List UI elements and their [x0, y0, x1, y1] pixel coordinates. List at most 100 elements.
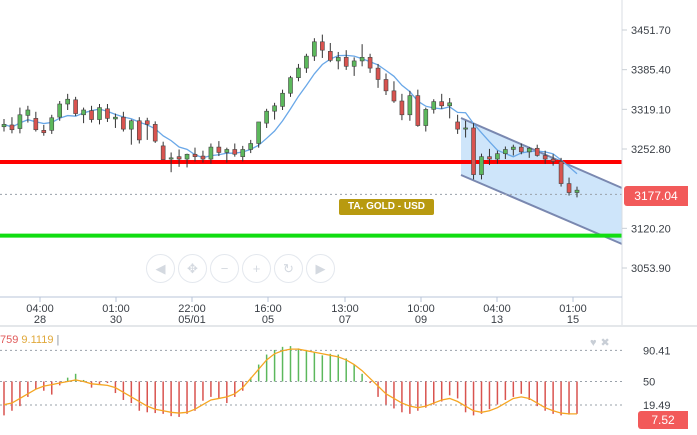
candle-body	[463, 127, 468, 130]
candle-body	[335, 57, 341, 62]
candle-body	[240, 149, 246, 157]
price-tick-label: 3120.20	[631, 223, 671, 235]
oscillator-pane[interactable]	[0, 346, 622, 417]
candle-body	[447, 102, 452, 107]
candle-body	[81, 109, 86, 116]
date-tick-label: 30	[110, 314, 122, 326]
candle-body	[288, 77, 293, 94]
pan-icon[interactable]: ✥	[178, 254, 207, 283]
time-tick-label: 04:00	[26, 303, 54, 315]
candle-body	[399, 100, 405, 116]
candle-body	[264, 110, 269, 124]
candle-body	[192, 153, 198, 157]
price-tick-label: 3451.70	[631, 25, 671, 37]
candle-body	[256, 121, 261, 144]
date-tick-label: 07	[339, 314, 351, 326]
candle-body	[208, 146, 214, 160]
candle-body	[9, 124, 15, 131]
scroll-left-icon[interactable]: ◀	[146, 254, 175, 283]
reset-zoom-icon[interactable]: ↻	[274, 254, 303, 283]
candle-body	[136, 120, 142, 141]
candle-body	[511, 146, 516, 150]
candle-body	[232, 149, 238, 155]
candle-body	[558, 161, 564, 184]
candle-body	[129, 120, 134, 130]
candle-body	[33, 118, 39, 131]
oscillator-signal-value: 9.1119	[21, 334, 54, 346]
candle-body	[200, 155, 206, 160]
scroll-right-icon[interactable]: ▶	[306, 254, 335, 283]
time-tick-label: 10:00	[407, 303, 435, 315]
settings-icon[interactable]: ♥	[590, 337, 601, 349]
trend-channel	[461, 118, 622, 244]
candle-body	[495, 153, 500, 160]
candle-body	[152, 124, 158, 142]
candle-body	[375, 67, 381, 80]
candle-body	[518, 146, 524, 153]
candle-body	[487, 156, 492, 160]
zoom-out-icon[interactable]: −	[210, 254, 239, 283]
oscillator-values: 759 9.1119 |	[0, 334, 60, 346]
candle-body	[455, 121, 460, 130]
price-tick-label: 3385.40	[631, 65, 671, 77]
candle-body	[113, 116, 118, 120]
candle-body	[343, 57, 349, 67]
date-tick-label: 15	[567, 314, 579, 326]
oscillator-current-tag: 7.52	[638, 411, 688, 429]
candle-body	[296, 67, 301, 78]
candle-body	[41, 130, 47, 134]
zoom-in-icon[interactable]: +	[242, 254, 271, 283]
candle-body	[216, 146, 222, 153]
candle-body	[566, 183, 572, 193]
candle-body	[73, 99, 78, 114]
candle-body	[1, 124, 7, 128]
candle-body	[367, 57, 373, 69]
date-tick-label: 13	[491, 314, 503, 326]
candle-body	[304, 55, 309, 69]
chart-navigation: ◀ ✥ − + ↻ ▶	[146, 254, 335, 283]
candle-body	[351, 60, 357, 67]
candle-body	[57, 103, 63, 118]
candle-body	[17, 114, 23, 129]
time-tick-label: 13:00	[331, 303, 359, 315]
candle-body	[97, 107, 102, 120]
time-tick-label: 01:00	[102, 303, 130, 315]
oscillator-axis: 90.41 50 19.49	[643, 345, 671, 412]
oscillator-tick-label: 19.49	[643, 400, 671, 412]
candle-body	[184, 153, 190, 160]
oscillator-value: 759	[0, 334, 19, 346]
candle-body	[431, 101, 437, 110]
candle-body	[160, 145, 166, 160]
oscillator-tick-label: 90.41	[643, 345, 671, 357]
oscillator-controls: ♥✖	[590, 336, 614, 349]
candle-body	[312, 41, 317, 57]
candle-body	[272, 105, 277, 112]
candle-body	[542, 155, 548, 160]
price-tick-label: 3319.10	[631, 104, 671, 116]
candle-body	[327, 51, 333, 61]
close-icon[interactable]: ✖	[600, 337, 614, 349]
candle-body	[391, 90, 397, 102]
candle-body	[439, 101, 445, 107]
candle-body	[359, 57, 365, 62]
price-tick-label: 3252.80	[631, 144, 671, 156]
candle-body	[503, 149, 508, 154]
candle-body	[471, 127, 476, 175]
candle-body	[121, 116, 126, 130]
time-tick-label: 16:00	[254, 303, 282, 315]
date-tick-label: 05/01	[178, 314, 206, 326]
price-pane[interactable]	[0, 34, 623, 245]
candle-body	[534, 147, 540, 156]
candle-body	[248, 143, 254, 150]
candle-body	[49, 117, 55, 131]
candle-body	[383, 79, 389, 92]
candle-body	[176, 156, 182, 160]
candle-body	[526, 147, 532, 153]
price-tick-label: 3053.90	[631, 263, 671, 275]
candle-body	[65, 98, 70, 105]
channel-upper-line	[460, 117, 623, 189]
oscillator-tick-label: 50	[643, 377, 655, 389]
time-axis: 04:002801:003022:0005/0116:000513:000710…	[26, 297, 587, 326]
instrument-label: TA. GOLD - USD	[339, 199, 434, 215]
